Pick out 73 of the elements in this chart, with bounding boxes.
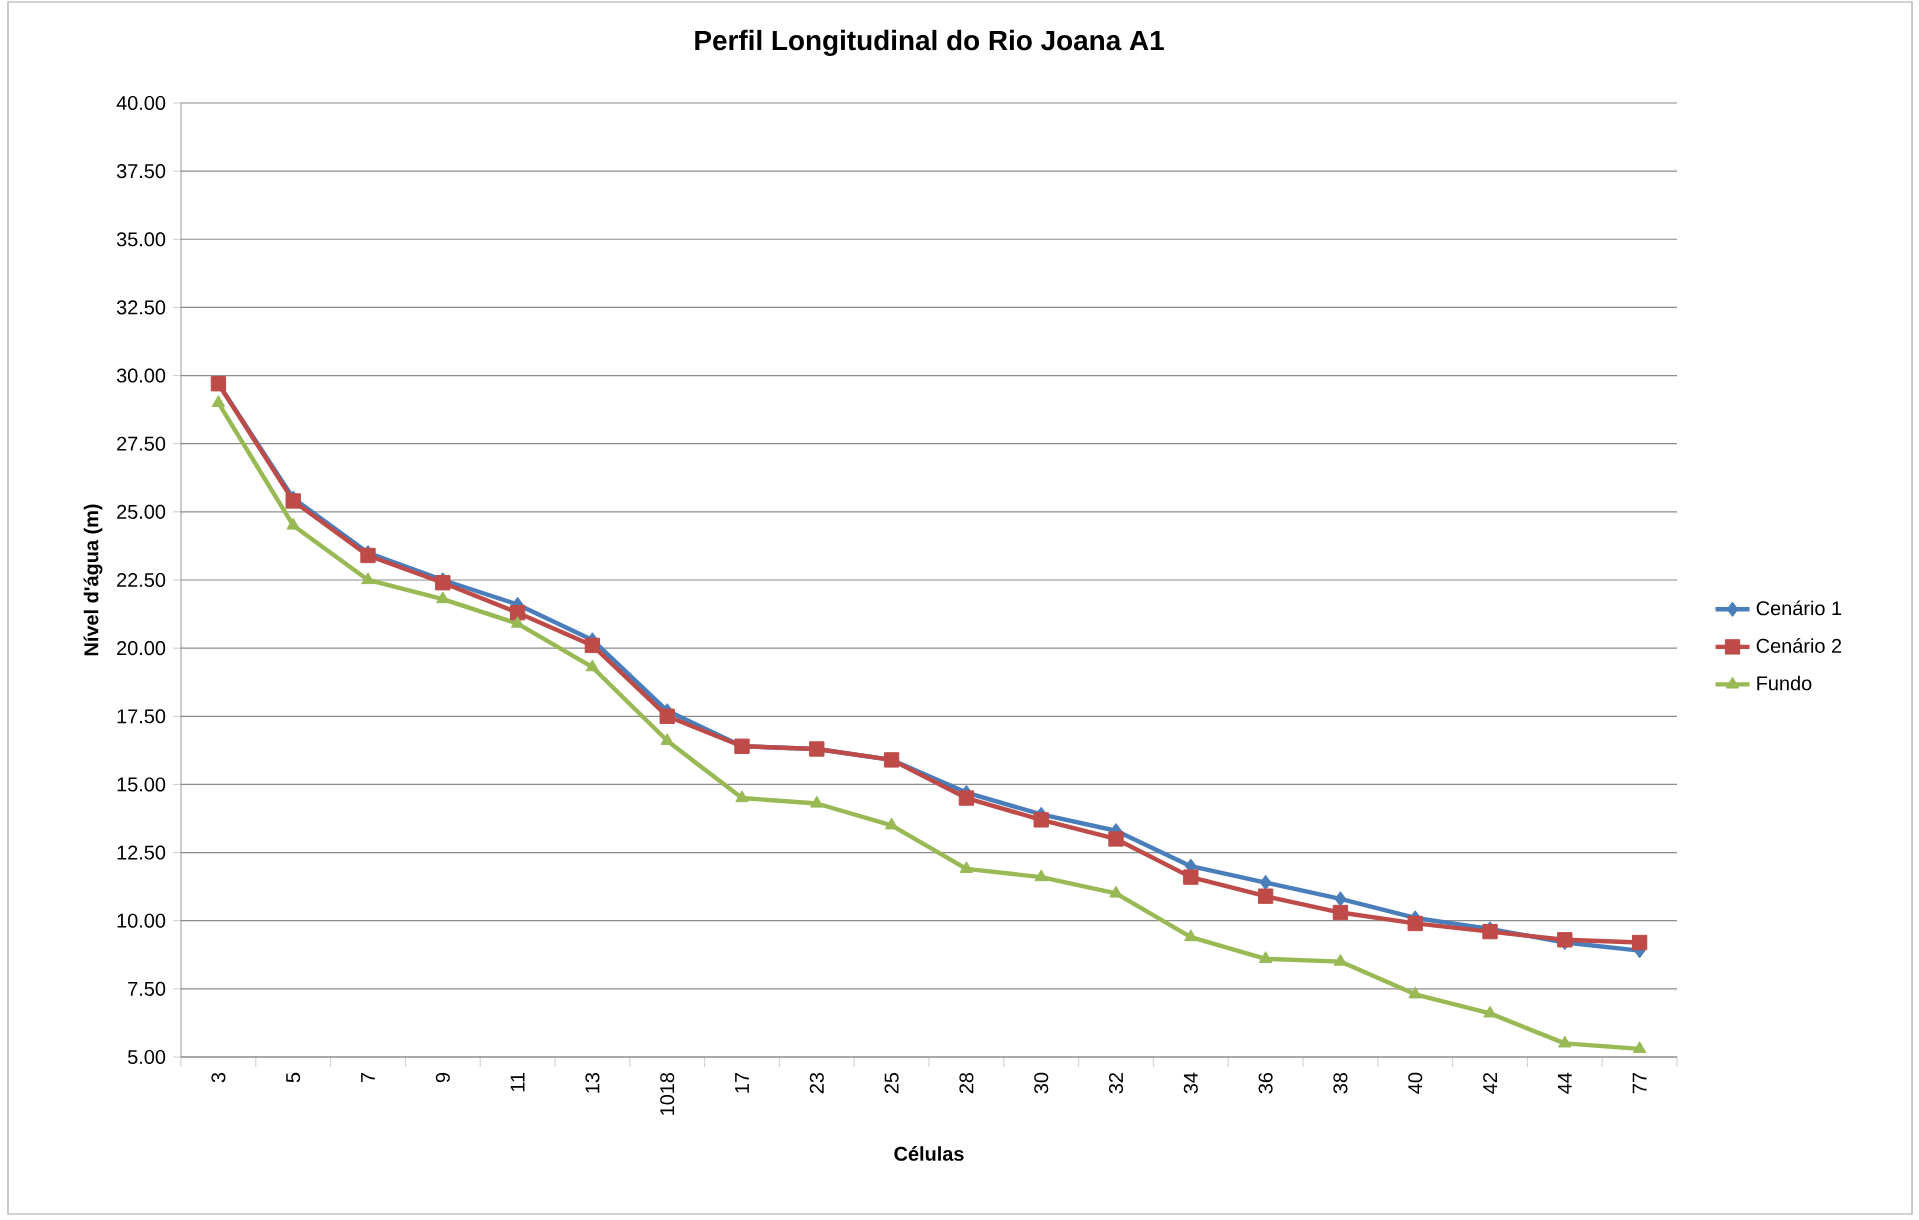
point [959,861,974,874]
y-tick-label: 20.00 [117,641,166,656]
y-tick-label: 40.00 [116,95,166,111]
point [584,637,601,654]
x-tick-label: 13 [585,1072,600,1093]
x-tick-label: 25 [884,1072,899,1094]
x-tick-label: 30 [1034,1072,1049,1094]
x-tick-label: 32 [1108,1073,1124,1094]
point [286,517,300,530]
y-tick-label: 12.50 [117,845,166,860]
x-tick-label: 77 [1632,1073,1647,1094]
y-tick-label: 30.00 [116,368,166,383]
point [1632,1041,1647,1053]
point [1631,934,1648,951]
point [1108,831,1124,847]
x-tick-label: 5 [286,1072,301,1083]
point [211,395,226,407]
point [1407,915,1423,932]
x-tick-label: 9 [435,1072,450,1083]
y-tick-label: 27.50 [117,436,166,451]
point [735,790,749,803]
point [1257,888,1274,904]
x-axis-title: Células [894,1146,964,1161]
point [1034,869,1048,882]
x-tick-label: 7 [361,1073,375,1083]
x-tick-label: 11 [510,1073,525,1092]
x-tick-label: 23 [809,1072,824,1094]
y-tick-label: 15.00 [117,777,166,792]
point [1332,904,1349,921]
point [884,817,899,830]
chart-title: Perfil Longitudinal do Rio Joana A1 [695,29,1164,56]
point [958,790,975,806]
x-tick-label: 40 [1408,1072,1423,1094]
y-tick-label: 17.50 [117,709,166,724]
x-tick-label: 28 [959,1072,974,1094]
point [1483,1005,1497,1018]
point [660,733,674,745]
legend-label: Fundo [1757,675,1812,691]
x-tick-label: 36 [1258,1072,1273,1094]
y-tick-label: 5.00 [127,1049,166,1065]
point [436,591,450,604]
x-tick-label: 3 [211,1072,226,1083]
legend-label: Cenário 2 [1756,638,1842,653]
point [1183,869,1199,885]
point [1258,951,1273,963]
point [1259,874,1272,891]
y-tick-label: 32.50 [116,300,166,315]
point [1558,1035,1572,1048]
point [509,605,526,621]
y-tick-label: 10.00 [117,913,166,928]
y-tick-label: 35.00 [116,232,166,247]
x-tick-label: 42 [1483,1073,1497,1094]
y-tick-label: 22.50 [117,572,166,588]
y-axis-title: Nível d'água (m) [83,504,103,656]
point [1184,929,1198,942]
point [361,572,375,585]
y-tick-label: 7.50 [128,981,166,996]
point [1109,885,1123,898]
point [659,708,675,724]
x-tick-label: 17 [735,1073,749,1093]
point [510,615,525,628]
point [810,795,824,808]
y-tick-label: 25.00 [117,504,166,519]
y-tick-label: 37.50 [116,164,166,179]
x-tick-label: 1018 [660,1072,675,1115]
point [1334,891,1347,907]
x-tick-label: 38 [1333,1072,1348,1094]
point [1033,812,1049,828]
legend-label: Cenário 1 [1756,600,1842,616]
point [585,659,600,672]
x-tick-label: 34 [1183,1072,1198,1094]
x-tick-label: 44 [1557,1072,1572,1094]
point [1408,986,1422,999]
